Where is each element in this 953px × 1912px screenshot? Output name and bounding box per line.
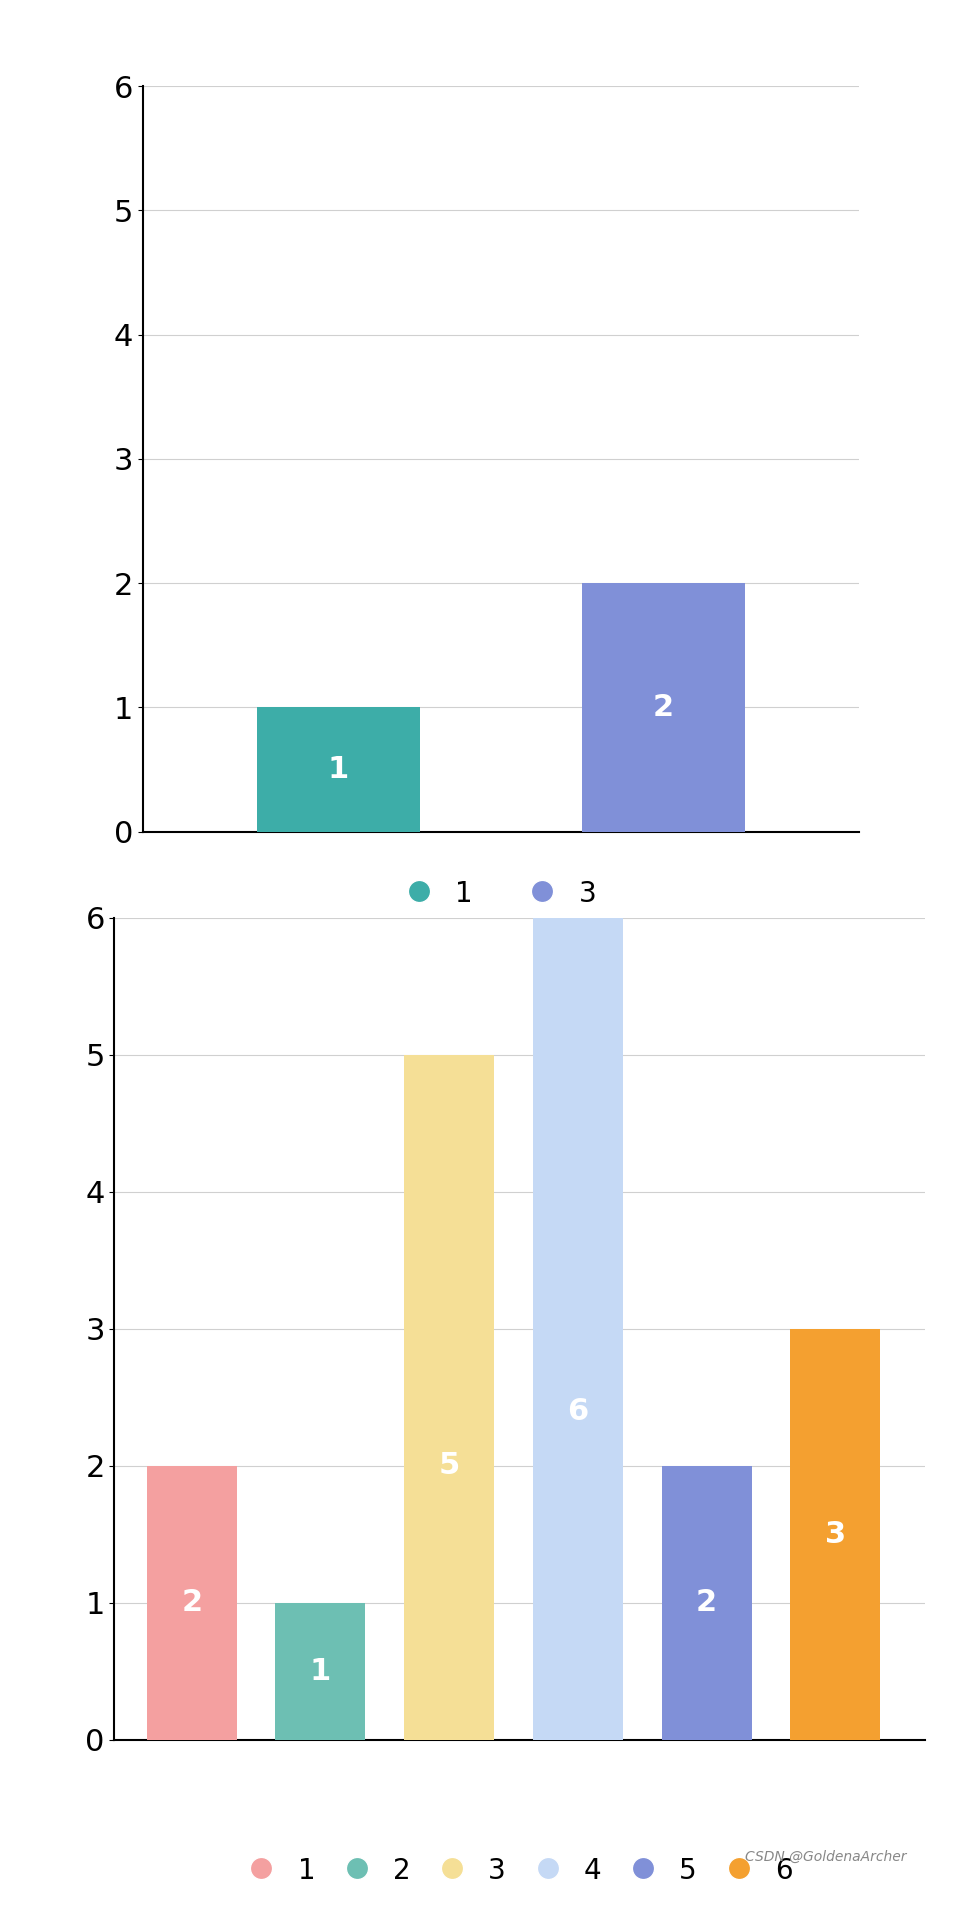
Bar [581, 583, 744, 832]
Text: 1: 1 [327, 755, 349, 784]
Text: CSDN @GoldenaArcher: CSDN @GoldenaArcher [744, 1851, 905, 1864]
Bar [660, 1467, 751, 1740]
Text: 3: 3 [823, 1520, 845, 1549]
Bar [147, 1467, 236, 1740]
Text: 5: 5 [438, 1451, 459, 1480]
Text: 2: 2 [696, 1589, 717, 1618]
Text: 1: 1 [310, 1658, 331, 1686]
Bar [532, 918, 622, 1740]
Legend: 1, 2, 3, 4, 5, 6: 1, 2, 3, 4, 5, 6 [233, 1843, 805, 1899]
Legend: 1, 3: 1, 3 [391, 866, 610, 922]
Text: 2: 2 [652, 692, 674, 723]
Text: 6: 6 [567, 1396, 588, 1426]
Bar [275, 1602, 365, 1740]
Bar [789, 1329, 880, 1740]
Bar [404, 1055, 494, 1740]
Text: 2: 2 [181, 1589, 202, 1618]
Bar [256, 707, 419, 832]
